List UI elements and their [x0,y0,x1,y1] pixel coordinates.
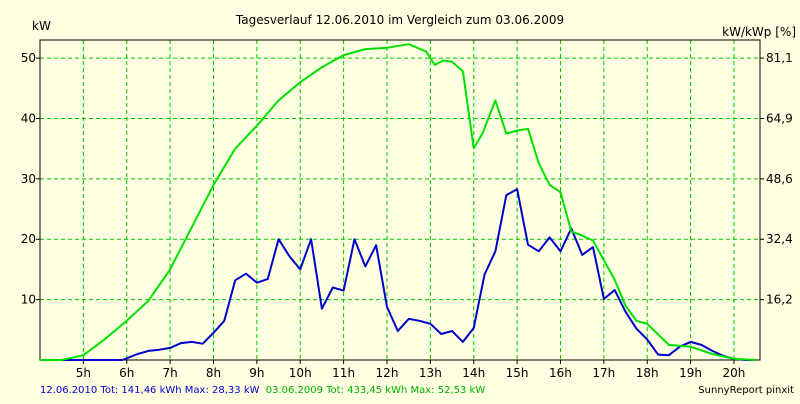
footer-legend: 12.06.2010 Tot: 141,46 kWh Max: 28,33 kW… [40,385,485,396]
x-tick-label: 18h [636,366,659,380]
grid [40,40,760,360]
x-tick-label: 5h [76,366,91,380]
y-tick-label-left: 20 [21,232,36,246]
y-tick-label-right: 16,2 [766,293,793,307]
x-tick-label: 9h [249,366,264,380]
x-tick-label: 10h [289,366,312,380]
series_2010-line [40,188,756,361]
x-tick-label: 11h [332,366,355,380]
y-tick-label-right: 81,1 [766,51,793,65]
x-tick-label: 8h [206,366,221,380]
y-axis-label-left: kW [32,19,51,33]
y-tick-label-left: 30 [21,172,36,186]
axis-ticks: 5h 6h 7h 8h 9h 10h 11h 12h 13h 14h 15h 16h 17h 18h 19h… [21,51,793,380]
x-tick-label: 13h [419,366,442,380]
series-lines [40,43,756,361]
x-tick-label: 17h [592,366,615,380]
y-tick-label-left: 50 [21,51,36,65]
y-tick-label-right: 48,6 [766,172,793,186]
footer-credit: SunnyReport pinxit [698,385,794,396]
x-tick-label: 16h [549,366,572,380]
y-axis-label-right: kW/kWp [%] [722,25,796,39]
y-tick-label-left: 10 [21,293,36,307]
x-tick-label: 14h [462,366,485,380]
x-tick-label: 19h [679,366,702,380]
legend-2009: 03.06.2009 Tot: 433,45 kWh Max: 52,53 kW [266,385,486,396]
x-tick-label: 12h [376,366,399,380]
x-tick-label: 7h [162,366,177,380]
y-tick-label-left: 40 [21,111,36,125]
x-tick-label: 20h [723,366,746,380]
plot-frame [39,39,761,361]
chart-title: Tagesverlauf 12.06.2010 im Vergleich zum… [235,13,564,27]
x-tick-label: 6h [119,366,134,380]
y-tick-label-right: 64,9 [766,111,793,125]
x-tick-label: 15h [506,366,529,380]
series_2009-line [40,43,756,361]
legend-2010: 12.06.2010 Tot: 141,46 kWh Max: 28,33 kW [40,385,260,396]
y-tick-label-right: 32,4 [766,232,793,246]
